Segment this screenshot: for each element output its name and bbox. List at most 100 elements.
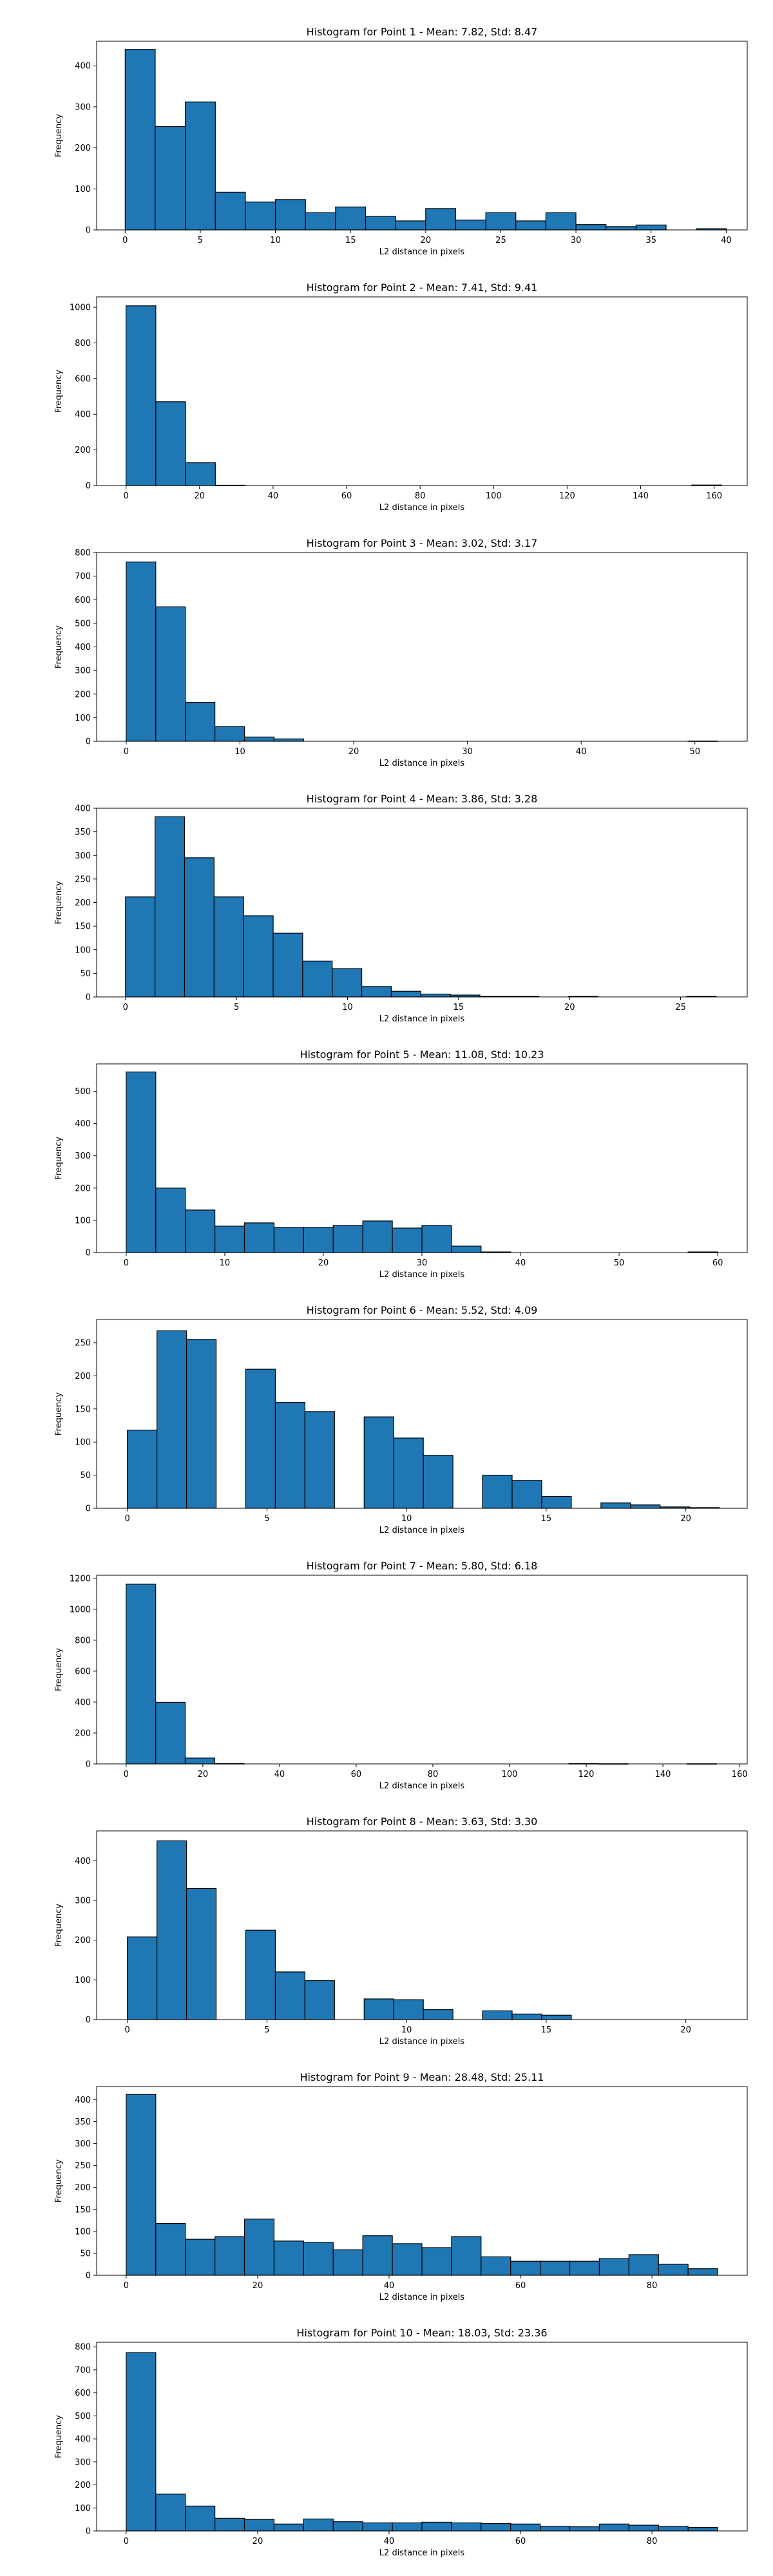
histogram-bar (423, 2009, 453, 2020)
histogram-bar (274, 1971, 305, 2020)
y-tick-label: 50 (80, 2249, 91, 2259)
y-tick-label: 400 (75, 1698, 91, 1707)
y-tick-label: 0 (86, 1249, 91, 1258)
histogram-bar (184, 1757, 215, 1765)
histogram-bar (243, 2219, 275, 2276)
chart-7: 0 20 40 60 80 100 120 140 160 0 200 400 600 800 1000 12… (54, 1560, 748, 1791)
x-tick-label: 80 (647, 2281, 658, 2291)
y-tick-label: 0 (86, 2271, 91, 2281)
x-tick-label: 40 (274, 1770, 285, 1779)
x-tick-label: 10 (234, 747, 245, 757)
x-tick-label: 5 (198, 236, 203, 245)
x-tick-label: 20 (198, 1770, 209, 1779)
x-tick-label: 0 (124, 1770, 129, 1779)
histogram-bar (126, 1071, 157, 1253)
histogram-bar (185, 1209, 216, 1253)
x-tick-label: 40 (384, 2537, 395, 2546)
y-tick-label: 300 (75, 1151, 91, 1161)
x-axis-label: L2 distance in pixels (379, 2037, 465, 2047)
y-tick-label: 150 (75, 2205, 91, 2215)
histogram-bar (302, 960, 333, 998)
histogram-bar (126, 305, 157, 486)
x-tick-label: 30 (417, 1258, 428, 1268)
y-tick-label: 100 (75, 945, 91, 955)
y-tick-label: 300 (75, 851, 91, 861)
histogram-bar (186, 1888, 217, 2020)
histogram-bar (635, 224, 667, 231)
y-tick-label: 300 (75, 2458, 91, 2467)
chart-5: 0 10 20 30 40 50 60 0 100 200 300 400 500 Histogram f… (54, 1048, 748, 1280)
x-tick-label: 25 (675, 1003, 686, 1012)
x-tick-label: 10 (401, 1514, 412, 1524)
y-tick-label: 400 (75, 1857, 91, 1866)
plot-frame (96, 2342, 748, 2532)
x-axis-label: L2 distance in pixels (379, 1014, 465, 1024)
histogram-bar (421, 2247, 452, 2276)
y-tick-label: 300 (75, 2139, 91, 2149)
y-tick-label: 100 (75, 1976, 91, 1985)
x-tick-label: 35 (645, 236, 656, 245)
histogram-bar (569, 2260, 600, 2276)
histogram-bar (451, 2522, 482, 2532)
plot-frame (96, 41, 748, 231)
histogram-bar (421, 2521, 452, 2532)
histogram-bar (541, 2014, 572, 2020)
y-tick-label: 0 (86, 1760, 91, 1770)
histogram-bar (332, 2249, 363, 2276)
histogram-bar (392, 2243, 423, 2276)
chart-2: 0 20 40 60 80 100 120 140 160 0 200 400 600 800 1000 Hi… (54, 281, 748, 513)
histogram-bar (515, 220, 547, 231)
y-tick-label: 0 (86, 1504, 91, 1514)
y-tick-label: 0 (86, 2527, 91, 2537)
y-tick-label: 200 (75, 446, 91, 455)
histogram-bar (215, 2517, 245, 2532)
histogram-bar (423, 1455, 453, 1509)
x-tick-label: 15 (541, 1514, 552, 1524)
y-tick-label: 100 (75, 1438, 91, 1448)
histogram-bar (303, 2242, 334, 2276)
y-tick-label: 150 (75, 1405, 91, 1414)
histogram-bar (363, 1416, 394, 1509)
histogram-bar (511, 1480, 542, 1509)
histogram-bar (540, 2260, 571, 2276)
chart-3: 0 10 20 30 40 500100200300400500600700800Hist… (54, 537, 748, 768)
histogram-bar (540, 2526, 571, 2532)
histogram-bar (511, 2013, 542, 2020)
y-tick-label: 100 (75, 185, 91, 194)
histogram-bar (451, 2236, 482, 2276)
histogram-bar (274, 199, 306, 231)
histogram-bar (126, 2094, 157, 2276)
x-tick-label: 0 (123, 1003, 128, 1012)
histogram-bar (630, 1504, 661, 1509)
histogram-bar (303, 1227, 334, 1253)
x-tick-label: 0 (125, 2025, 130, 2035)
y-tick-label: 0 (86, 993, 91, 1003)
histogram-bar (363, 1998, 394, 2020)
x-tick-label: 40 (515, 1258, 526, 1268)
histogram-bar (245, 1929, 276, 2020)
histogram-bar (393, 1999, 424, 2020)
histogram-bar (185, 701, 216, 742)
x-tick-label: 0 (122, 236, 128, 245)
y-tick-label: 100 (75, 2504, 91, 2514)
y-tick-label: 200 (75, 1728, 91, 1738)
y-tick-label: 800 (75, 339, 91, 348)
chart-title: Histogram for Point 1 - Mean: 7.82, Std:… (307, 26, 538, 38)
histogram-bar (482, 1475, 513, 1509)
y-tick-label: 500 (75, 619, 91, 629)
histogram-bar (127, 1937, 158, 2020)
histogram-bar (658, 2526, 689, 2532)
x-tick-label: 30 (571, 236, 582, 245)
x-axis-label: L2 distance in pixels (379, 1270, 465, 1280)
x-tick-label: 5 (264, 2025, 269, 2035)
histogram-bar (155, 2494, 186, 2532)
histogram-bar (245, 202, 276, 231)
histogram-bar (185, 101, 216, 231)
y-axis-label: Frequency (54, 1137, 64, 1180)
histogram-bar (155, 1701, 186, 1765)
histogram-bar (575, 224, 607, 231)
chart-title: Histogram for Point 5 - Mean: 11.08, Std… (300, 1048, 544, 1061)
y-axis-label: Frequency (54, 370, 64, 413)
histogram-bar (272, 933, 303, 998)
